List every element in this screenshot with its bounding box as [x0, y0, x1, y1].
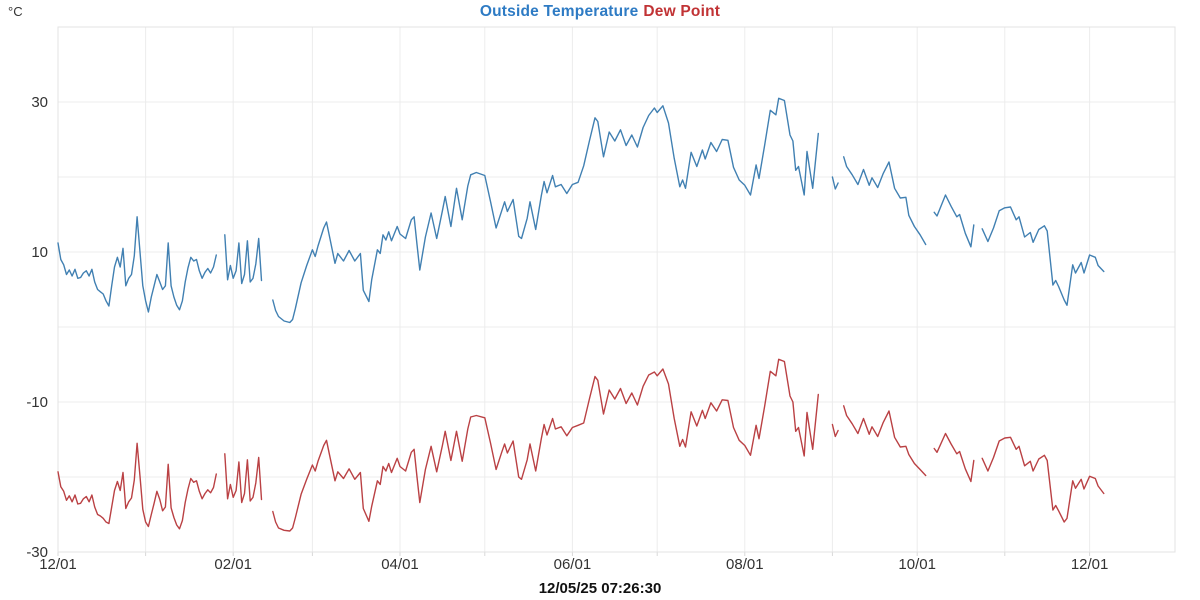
temperature-line [933, 194, 975, 248]
temperature-line [57, 216, 218, 313]
x-tick-label: 04/01 [381, 556, 419, 573]
y-tick-label: 10 [31, 244, 48, 261]
dew-point-line [57, 442, 218, 530]
dew-point-line [224, 453, 263, 504]
x-tick-label: 08/01 [726, 556, 764, 573]
x-tick-label: 06/01 [554, 556, 592, 573]
chart-title-dew-point: Dew Point [643, 3, 721, 20]
last-update-timestamp: 12/05/25 07:26:30 [538, 580, 662, 597]
temperature-line [224, 234, 263, 285]
plot-border [57, 26, 1176, 553]
temperature-line [981, 206, 1105, 306]
y-tick-label: -30 [26, 544, 48, 561]
x-tick-label: 12/01 [1071, 556, 1109, 573]
chart-title: Outside Temperature Dew Point [0, 3, 1200, 21]
dew-point-line [843, 405, 927, 477]
temperature-line [272, 97, 819, 324]
temperature-line [843, 156, 927, 246]
dew-point-line [933, 432, 975, 483]
dew-point-line [272, 358, 819, 532]
dew-point-line [831, 423, 839, 438]
y-tick-label: 30 [31, 94, 48, 111]
y-tick-label: -10 [26, 394, 48, 411]
chart-title-outside-temperature: Outside Temperature [479, 3, 639, 20]
x-tick-label: 02/01 [214, 556, 252, 573]
dew-point-line [981, 436, 1105, 523]
y-axis-unit-label: °C [8, 4, 23, 19]
x-tick-label: 10/01 [898, 556, 936, 573]
x-tick-label: 12/01 [39, 556, 77, 573]
temperature-line [831, 176, 839, 190]
